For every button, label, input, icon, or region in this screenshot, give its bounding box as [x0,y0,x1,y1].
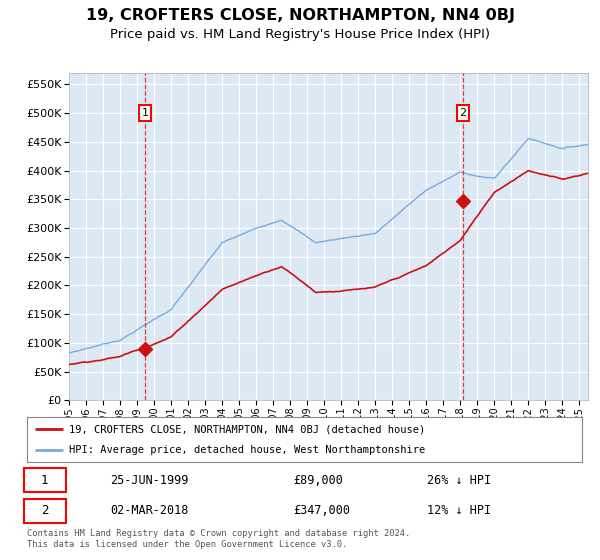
Text: HPI: Average price, detached house, West Northamptonshire: HPI: Average price, detached house, West… [68,445,425,455]
Text: 02-MAR-2018: 02-MAR-2018 [110,505,188,517]
Text: Contains HM Land Registry data © Crown copyright and database right 2024.
This d: Contains HM Land Registry data © Crown c… [27,529,410,549]
Text: 26% ↓ HPI: 26% ↓ HPI [427,474,491,487]
Text: 19, CROFTERS CLOSE, NORTHAMPTON, NN4 0BJ (detached house): 19, CROFTERS CLOSE, NORTHAMPTON, NN4 0BJ… [68,424,425,435]
Text: 19, CROFTERS CLOSE, NORTHAMPTON, NN4 0BJ: 19, CROFTERS CLOSE, NORTHAMPTON, NN4 0BJ [86,8,515,24]
FancyBboxPatch shape [24,500,66,522]
Text: 1: 1 [142,108,148,118]
Text: 25-JUN-1999: 25-JUN-1999 [110,474,188,487]
Text: 2: 2 [41,505,49,517]
Text: Price paid vs. HM Land Registry's House Price Index (HPI): Price paid vs. HM Land Registry's House … [110,28,490,41]
Text: £89,000: £89,000 [293,474,343,487]
Text: 1: 1 [41,474,49,487]
Text: 2: 2 [460,108,467,118]
Text: 12% ↓ HPI: 12% ↓ HPI [427,505,491,517]
Text: £347,000: £347,000 [293,505,350,517]
FancyBboxPatch shape [24,469,66,492]
